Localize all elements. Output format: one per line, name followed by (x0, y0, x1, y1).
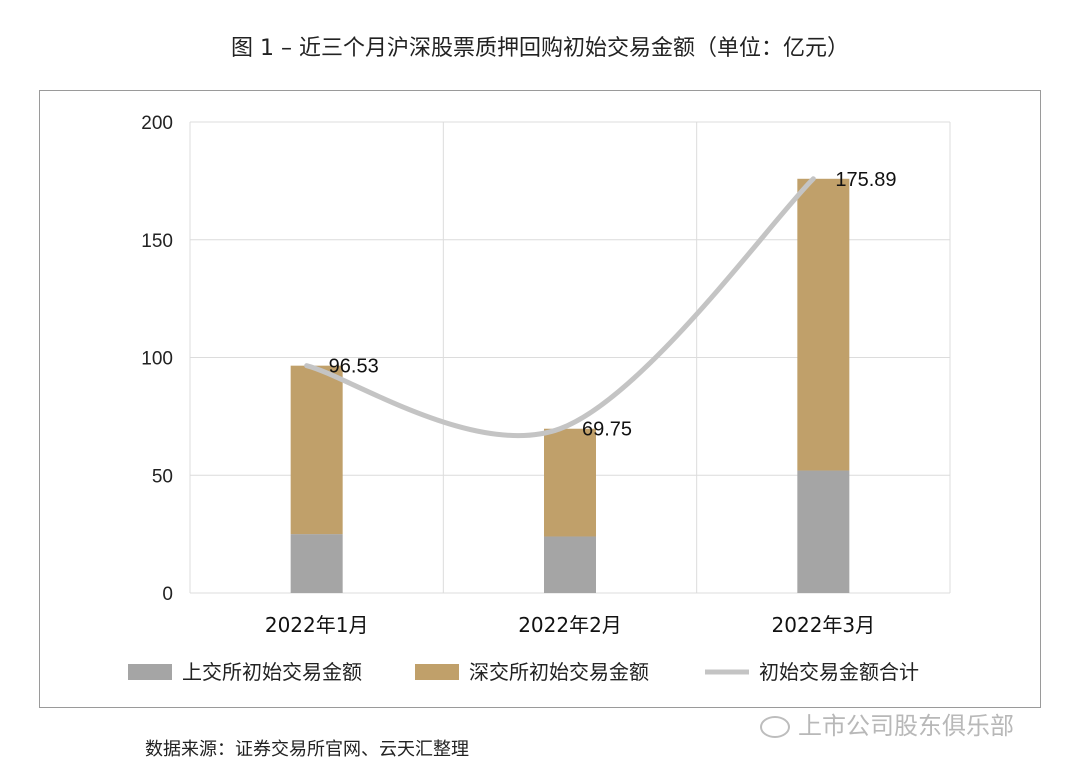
x-axis-ticks: 2022年1月 2022年2月 2022年3月 (265, 613, 875, 637)
data-label: 69.75 (582, 419, 632, 441)
bars (290, 178, 850, 593)
bar-sse-2 (544, 536, 596, 593)
y-tick-label: 50 (152, 466, 173, 487)
legend-label-3: 初始交易金额合计 (759, 660, 919, 684)
x-tick-label: 2022年1月 (265, 613, 369, 637)
bar-sse-1 (290, 534, 343, 593)
bar-szse-3 (797, 178, 850, 471)
total-line-path (304, 176, 816, 439)
legend: 上交所初始交易金额 深交所初始交易金额 初始交易金额合计 (128, 660, 919, 684)
total-line (304, 176, 816, 439)
legend-label-2: 深交所初始交易金额 (469, 660, 649, 684)
y-tick-label: 150 (141, 231, 173, 252)
y-axis-ticks: 0 50 100 150 200 (141, 113, 173, 605)
legend-swatch-1 (128, 664, 172, 680)
wechat-icon (760, 716, 790, 738)
legend-label-1: 上交所初始交易金额 (182, 660, 362, 684)
watermark-text: 上市公司股东俱乐部 (798, 712, 1014, 740)
bar-sse-3 (797, 470, 850, 593)
chart-title: 图 1 – 近三个月沪深股票质押回购初始交易金额（单位：亿元） (231, 36, 849, 61)
watermark: 上市公司股东俱乐部 (760, 706, 1014, 741)
bar-szse-2 (544, 428, 596, 537)
y-tick-label: 200 (141, 113, 173, 134)
data-labels: 96.53 69.75 175.89 (329, 169, 897, 441)
data-label: 175.89 (835, 169, 896, 191)
x-tick-label: 2022年2月 (518, 613, 622, 637)
source-note: 数据来源：证券交易所官网、云天汇整理 (145, 739, 469, 760)
y-tick-label: 0 (162, 584, 173, 605)
chart-frame (39, 90, 1041, 708)
y-tick-label: 100 (141, 349, 173, 370)
legend-swatch-2 (415, 664, 459, 680)
data-label: 96.53 (329, 356, 379, 378)
bar-szse-1 (290, 365, 343, 535)
x-tick-label: 2022年3月 (772, 613, 876, 637)
